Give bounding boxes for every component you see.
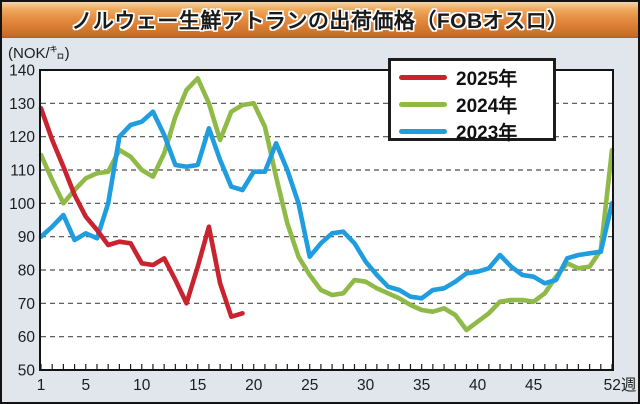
y-axis-labels: 50 60 70 80 90 100 110 120 130 140 <box>9 63 35 380</box>
legend-label-2025: 2025年 <box>456 69 518 90</box>
svg-text:5: 5 <box>81 377 90 394</box>
svg-text:110: 110 <box>10 163 35 180</box>
legend-item-2023: 2023年 <box>399 118 545 145</box>
svg-text:60: 60 <box>18 329 36 346</box>
svg-text:140: 140 <box>9 63 35 80</box>
svg-text:10: 10 <box>133 377 151 394</box>
svg-text:52週: 52週 <box>604 376 637 394</box>
series-2024年 <box>38 76 615 333</box>
legend-item-2025: 2025年 <box>399 64 545 91</box>
svg-text:50: 50 <box>18 363 36 380</box>
series-2023年 <box>38 109 615 301</box>
y-axis-unit-label: (NOK/㌔) <box>8 45 70 62</box>
svg-text:1: 1 <box>37 377 46 394</box>
svg-text:45: 45 <box>525 377 542 394</box>
svg-text:15: 15 <box>189 377 206 394</box>
legend-line-2023 <box>399 129 447 134</box>
svg-text:35: 35 <box>413 377 430 394</box>
svg-text:30: 30 <box>357 377 375 394</box>
svg-text:40: 40 <box>469 377 487 394</box>
svg-text:25: 25 <box>301 377 318 394</box>
legend-line-2025 <box>399 75 447 80</box>
legend-item-2024: 2024年 <box>399 91 545 118</box>
title-bar: ノルウェー生鮮アトランの出荷価格（FOBオスロ） <box>0 0 640 38</box>
plot-border <box>39 69 614 371</box>
svg-text:80: 80 <box>18 263 36 280</box>
x-axis-ticks <box>40 364 613 370</box>
x-axis-labels: 1 5 10 15 20 25 30 35 40 45 52週 <box>37 376 637 394</box>
svg-text:20: 20 <box>245 377 263 394</box>
chart-legend: 2025年 2024年 2023年 <box>388 58 556 144</box>
legend-label-2023: 2023年 <box>456 123 518 144</box>
series-2025年 <box>38 106 245 320</box>
legend-line-2024 <box>399 102 447 107</box>
svg-text:120: 120 <box>9 129 35 146</box>
chart-title: ノルウェー生鮮アトランの出荷価格（FOBオスロ） <box>71 9 569 33</box>
svg-text:90: 90 <box>18 229 36 246</box>
svg-text:130: 130 <box>9 96 35 113</box>
legend-label-2024: 2024年 <box>456 96 518 117</box>
svg-text:70: 70 <box>18 296 36 313</box>
svg-text:100: 100 <box>9 196 35 213</box>
